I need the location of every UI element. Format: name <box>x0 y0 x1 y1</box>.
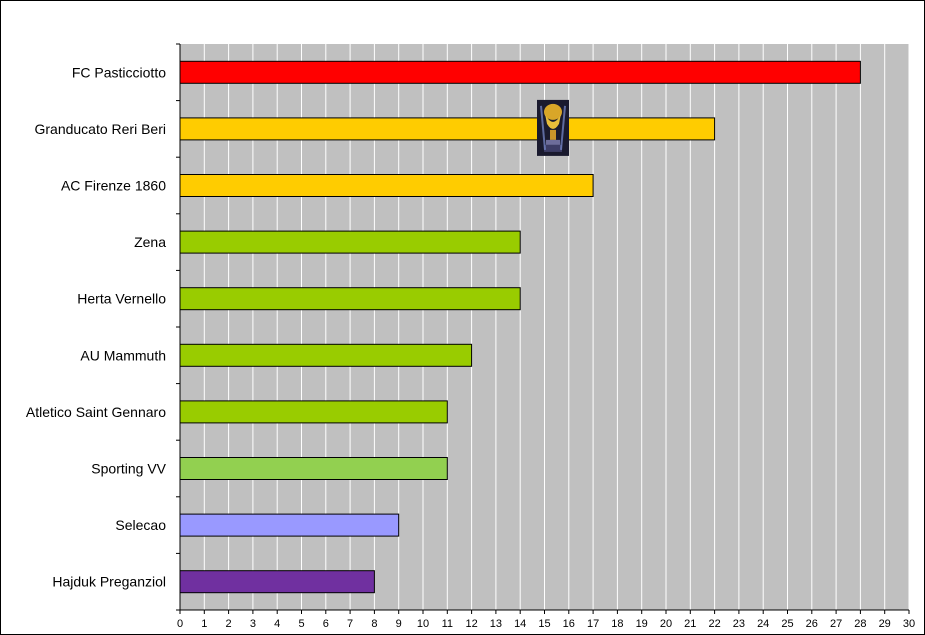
x-tick-label: 3 <box>250 618 256 630</box>
bar <box>179 117 716 141</box>
trophy-icon <box>537 99 570 156</box>
category-label: Zena <box>134 234 166 250</box>
bar <box>179 60 861 84</box>
x-axis-ticks: 0 1 2 3 4 5 6 7 8 9 10 11 12 13 14 15 16 17 18 19 20 21 22 23 24… <box>177 610 915 630</box>
bar <box>179 513 400 537</box>
category-label: AU Mammuth <box>80 347 166 363</box>
bar <box>179 343 473 367</box>
x-tick-label: 11 <box>442 618 453 630</box>
x-tick-label: 15 <box>538 618 550 630</box>
x-tick-label: 30 <box>903 618 915 630</box>
x-tick-label: 14 <box>514 618 526 630</box>
category-label: AC Firenze 1860 <box>61 178 166 194</box>
category-label: Atletico Saint Gennaro <box>26 404 166 420</box>
category-labels: FC Pasticciotto Granducato Reri Beri AC Fi… <box>26 64 167 589</box>
x-tick-label: 0 <box>177 618 183 630</box>
x-tick-label: 13 <box>490 618 502 630</box>
category-label: Sporting VV <box>91 461 166 477</box>
x-tick-label: 19 <box>636 618 648 630</box>
category-label: Granducato Reri Beri <box>34 121 166 137</box>
x-tick-label: 9 <box>396 618 402 630</box>
x-tick-label: 10 <box>417 618 429 630</box>
x-tick-label: 16 <box>563 618 575 630</box>
x-tick-label: 8 <box>371 618 377 630</box>
bar <box>179 287 521 311</box>
x-tick-label: 24 <box>757 618 769 630</box>
bar <box>179 230 521 254</box>
bar <box>179 174 594 197</box>
x-tick-label: 7 <box>347 618 353 630</box>
x-tick-label: 23 <box>733 618 745 630</box>
x-tick-label: 1 <box>201 618 207 630</box>
x-tick-label: 12 <box>465 618 477 630</box>
bar <box>179 400 448 424</box>
x-tick-label: 6 <box>323 618 329 630</box>
category-label: Selecao <box>115 517 166 533</box>
x-tick-label: 27 <box>830 618 842 630</box>
x-tick-label: 18 <box>611 618 623 630</box>
x-tick-label: 25 <box>781 618 793 630</box>
x-tick-label: 17 <box>587 618 599 630</box>
x-tick-label: 26 <box>806 618 818 630</box>
x-tick-label: 4 <box>274 618 280 630</box>
x-tick-label: 2 <box>226 618 232 630</box>
category-label: Herta Vernello <box>77 291 166 307</box>
bar <box>179 457 448 480</box>
category-label: Hajduk Preganziol <box>52 574 166 590</box>
x-tick-label: 28 <box>854 618 866 630</box>
x-tick-label: 20 <box>660 618 672 630</box>
bars <box>179 60 861 594</box>
x-tick-label: 22 <box>708 618 720 630</box>
x-tick-label: 21 <box>684 618 696 630</box>
bar <box>179 570 375 594</box>
x-tick-label: 29 <box>879 618 891 630</box>
category-label: FC Pasticciotto <box>72 64 166 80</box>
x-tick-label: 5 <box>298 618 304 630</box>
